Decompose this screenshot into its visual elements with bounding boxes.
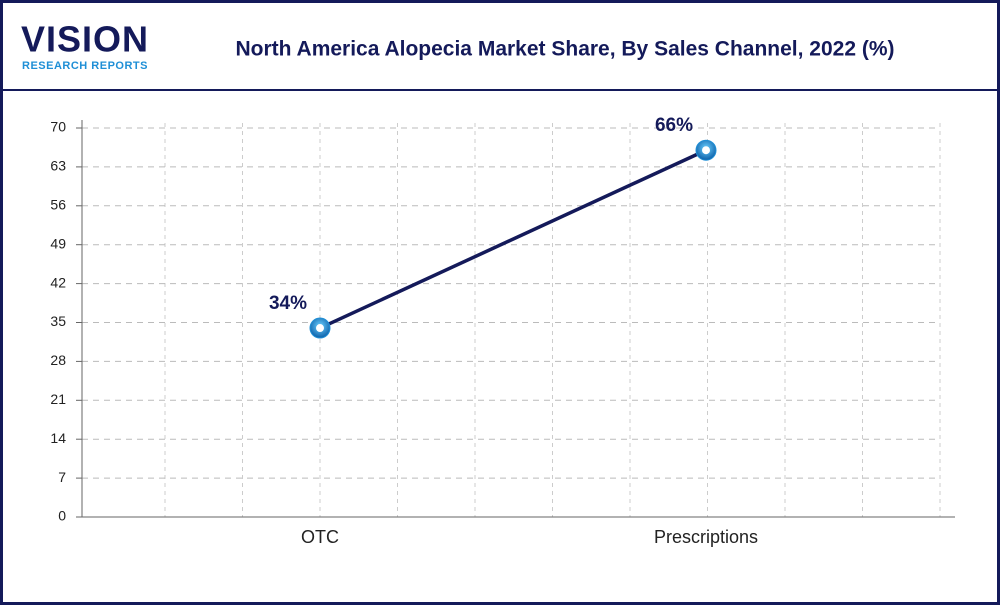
line-series: [319, 148, 707, 330]
y-tick-label: 14: [50, 430, 66, 446]
y-tick-label: 63: [50, 158, 66, 174]
y-tick-label: 70: [50, 119, 66, 135]
vertical-grid: [164, 123, 941, 517]
logo-name: VISION: [21, 19, 149, 60]
x-tick-label: OTC: [301, 527, 339, 547]
y-tick-label: 35: [50, 313, 66, 329]
chart-title: North America Alopecia Market Share, By …: [235, 38, 894, 61]
data-label: 66%: [655, 115, 693, 136]
logo-tagline: RESEARCH REPORTS: [22, 60, 148, 72]
y-tick-label: 49: [50, 235, 66, 251]
marker-center: [316, 324, 324, 333]
y-tick-label: 56: [50, 197, 66, 213]
y-tick-label: 42: [50, 274, 66, 290]
y-tick-label: 21: [50, 391, 66, 407]
x-tick-label: Prescriptions: [654, 527, 758, 547]
y-tick-label: 28: [50, 352, 66, 368]
y-tick-label: 7: [58, 469, 66, 485]
data-label: 34%: [269, 293, 307, 314]
y-tick-label: 0: [58, 508, 66, 524]
marker-center: [702, 146, 710, 155]
